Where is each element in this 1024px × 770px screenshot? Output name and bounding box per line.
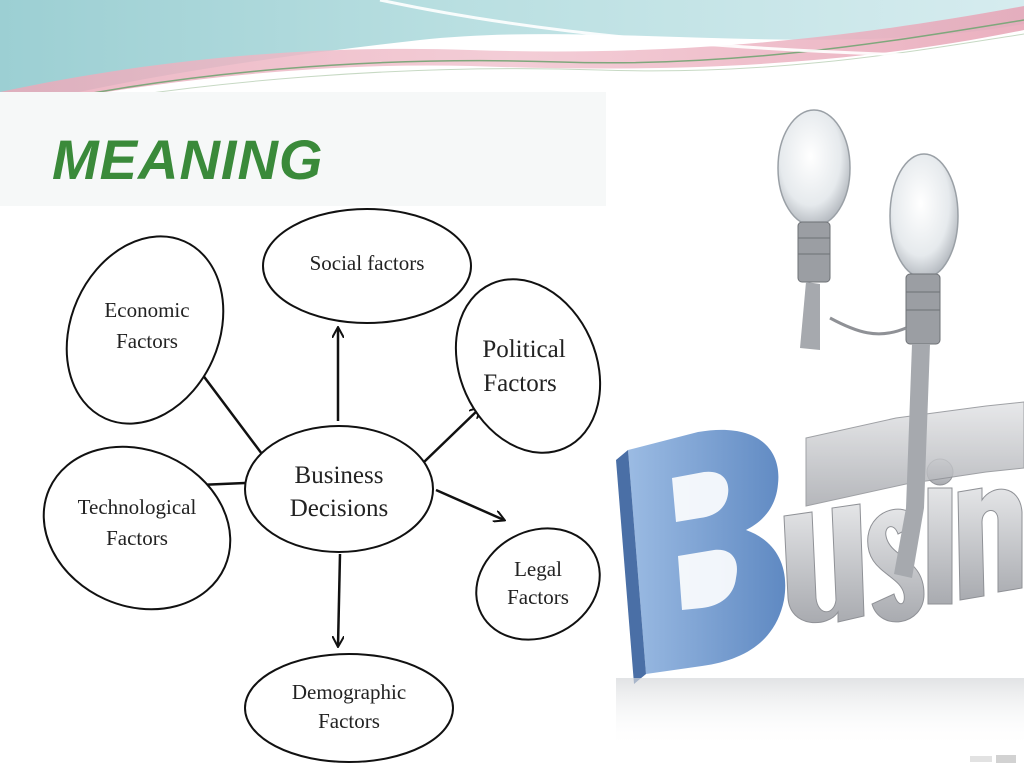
lightbulb-icon <box>777 109 851 350</box>
arrow-to-economic <box>196 366 263 455</box>
economic-node-label-2: Factors <box>116 329 178 353</box>
arrow-to-legal <box>435 488 504 520</box>
economic-node-label-1: Economic <box>104 298 189 322</box>
legal-node-label-2: Factors <box>507 585 569 609</box>
business-environment-diagram: Business Decisions Social factors Econom… <box>0 206 606 768</box>
technological-node-label-1: Technological <box>78 495 197 519</box>
center-node-ellipse <box>244 425 434 553</box>
technological-node-label-2: Factors <box>106 526 168 550</box>
business-illustration <box>606 88 1024 756</box>
legal-node-ellipse <box>475 527 601 641</box>
demographic-node-ellipse <box>244 653 454 763</box>
demographic-node-label-2: Factors <box>318 709 380 733</box>
floor-reflection <box>616 678 1024 748</box>
letter-b-shape <box>616 429 786 684</box>
bulb-arms <box>829 316 907 336</box>
political-node-label-2: Factors <box>483 370 557 397</box>
legal-node-label-1: Legal <box>514 557 562 581</box>
business-3d-word-image <box>616 109 1024 748</box>
social-node-ellipse <box>262 208 472 324</box>
economic-node-ellipse <box>65 235 225 425</box>
technological-node-ellipse <box>42 445 232 611</box>
diagram-canvas: Business Decisions Social factors Econom… <box>42 208 602 763</box>
political-node-label-1: Political <box>482 336 565 363</box>
center-node-label-2: Decisions <box>290 495 389 522</box>
letters-usiness-shape <box>783 401 1024 624</box>
social-node-label: Social factors <box>310 251 425 275</box>
page-title: MEANING <box>52 128 324 191</box>
political-node-ellipse <box>454 278 602 454</box>
arrow-to-demographic <box>338 553 340 646</box>
center-node-label-1: Business <box>295 462 384 489</box>
title-panel <box>0 92 606 206</box>
arrow-to-political <box>423 408 480 463</box>
lightbulb-icon-2 <box>889 153 959 578</box>
image-watermark <box>970 752 1020 764</box>
demographic-node-label-1: Demographic <box>292 680 406 704</box>
